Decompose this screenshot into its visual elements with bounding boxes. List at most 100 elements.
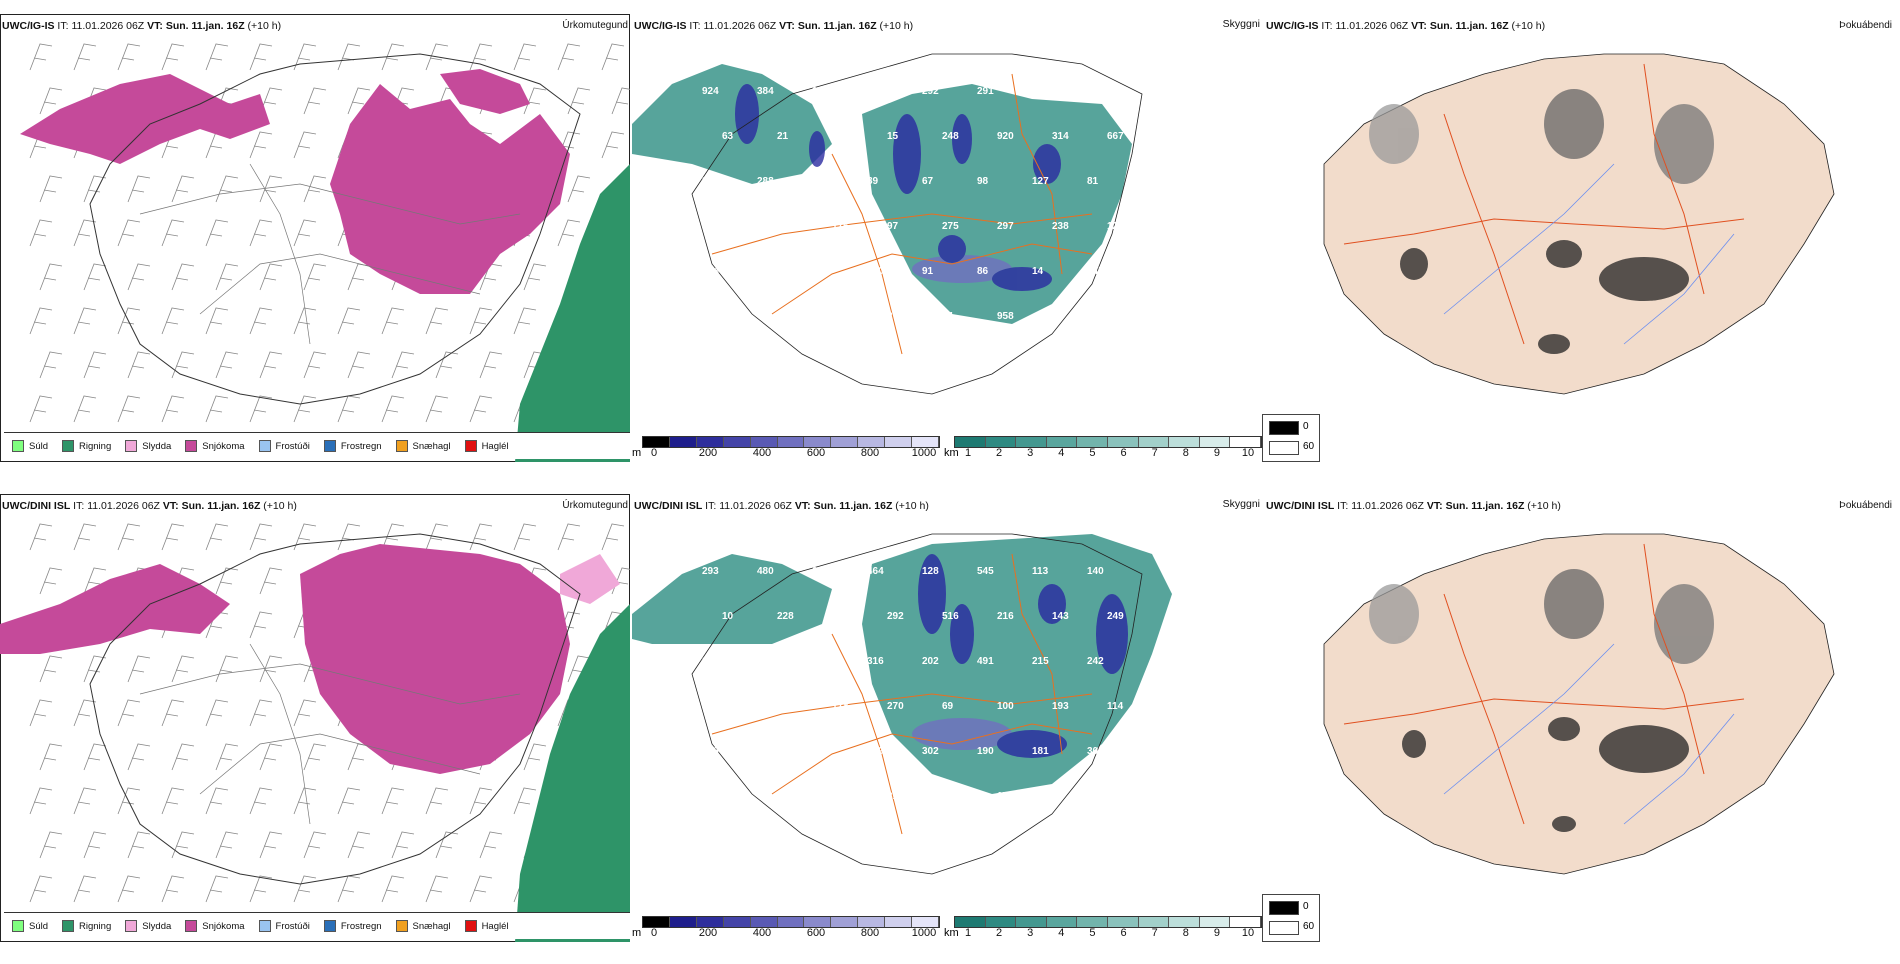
cloud-base-label: 128 bbox=[922, 566, 939, 577]
wind-barb bbox=[347, 831, 371, 859]
wind-barb bbox=[303, 87, 327, 115]
colorbar-cell bbox=[1138, 917, 1170, 927]
rain-area bbox=[515, 164, 630, 462]
legend-snow-hail: Snæhagl bbox=[395, 440, 451, 452]
wind-barb bbox=[127, 831, 151, 859]
panel-title: UWC/IG-IS IT: 11.01.2026 06Z VT: Sun. 11… bbox=[634, 20, 914, 32]
cloud-base-label: 516 bbox=[942, 611, 959, 622]
wind-barb bbox=[347, 351, 371, 379]
wind-barb bbox=[161, 395, 185, 423]
colorbar-cell bbox=[1077, 437, 1108, 447]
cloud-base-label: 248 bbox=[942, 131, 959, 142]
cloud-base-label: 958 bbox=[997, 311, 1014, 322]
precip-type-legend: Súld Rigning Slydda Snjókoma Frostúði Fr… bbox=[4, 432, 630, 459]
colorbar-tick: 5 bbox=[1089, 927, 1096, 939]
wind-barb bbox=[249, 875, 273, 903]
wind-barb bbox=[293, 219, 317, 247]
colorbar-tick: 10 bbox=[1241, 447, 1255, 459]
colorbar-cell bbox=[858, 437, 886, 447]
wind-barb bbox=[381, 395, 405, 423]
colorbar-tick: 1 bbox=[964, 927, 972, 939]
cloud-base-label: 221 bbox=[812, 656, 829, 667]
wind-barb bbox=[117, 875, 141, 903]
colorbar-cell bbox=[643, 437, 670, 447]
cloud-base-label: 178 bbox=[997, 791, 1014, 802]
wind-barb bbox=[469, 43, 493, 71]
cloud-base-label: 89 bbox=[777, 791, 789, 802]
wind-barb bbox=[117, 43, 141, 71]
cloud-base-label: 215 bbox=[1032, 656, 1049, 667]
cloud-base-labels: 293 480 607 464 128 545 113 140 10 228 320 292 516 21… bbox=[702, 566, 1124, 802]
colorbar-cell bbox=[858, 917, 886, 927]
colorbar-tick: 800 bbox=[860, 927, 880, 939]
cloud-base-label: 480 bbox=[757, 566, 774, 577]
wind-barb bbox=[293, 131, 317, 159]
precip-type-legend: Súld Rigning Slydda Snjókoma Frostúði Fr… bbox=[4, 912, 630, 939]
colorbar-ticks: 1 2 3 4 5 6 7 8 9 10 bbox=[944, 927, 1264, 941]
wind-barb bbox=[127, 655, 151, 683]
wind-barb bbox=[29, 43, 53, 71]
hail-swatch-icon bbox=[464, 920, 477, 932]
cloud-base-label: 291 bbox=[977, 86, 994, 97]
colorbar-unit: m bbox=[632, 927, 642, 939]
colorbar-tick: 200 bbox=[698, 447, 718, 459]
wind-barb bbox=[557, 219, 581, 247]
wind-barb bbox=[249, 219, 273, 247]
snow-area-west bbox=[0, 564, 230, 654]
wind-barb bbox=[557, 523, 581, 551]
wind-barb bbox=[39, 743, 63, 771]
colorbar-tick: 1000 bbox=[911, 447, 937, 459]
cloud-base-label: 289 bbox=[832, 311, 849, 322]
visibility-area-west bbox=[632, 554, 832, 644]
iceland-coast bbox=[89, 533, 581, 885]
wind-barb bbox=[161, 43, 185, 71]
wind-barb bbox=[601, 523, 625, 551]
legend-hail: Haglél bbox=[464, 920, 509, 932]
wind-barb bbox=[249, 787, 273, 815]
sleet-area bbox=[560, 554, 620, 604]
fog-legend-label: 60 bbox=[1303, 441, 1315, 452]
legend-label: Frostregn bbox=[340, 920, 382, 932]
colorbar-tick: 400 bbox=[752, 927, 772, 939]
wind-barb bbox=[83, 831, 107, 859]
wind-barb bbox=[479, 831, 503, 859]
panel-title: UWC/DINI ISL IT: 11.01.2026 06Z VT: Sun.… bbox=[634, 500, 929, 512]
wind-barb bbox=[117, 787, 141, 815]
legend-label: Snæhagl bbox=[412, 440, 451, 452]
wind-barb bbox=[523, 263, 547, 291]
wind-barb bbox=[249, 523, 273, 551]
fog-title: Þokuábendi bbox=[1839, 500, 1892, 511]
wind-barb bbox=[161, 875, 185, 903]
wind-barb bbox=[337, 395, 361, 423]
wind-barb bbox=[83, 743, 107, 771]
fog-panel-bottom: UWC/DINI ISL IT: 11.01.2026 06Z VT: Sun.… bbox=[1262, 494, 1896, 964]
fog-legend: 0 60 bbox=[1262, 414, 1320, 462]
wind-barb bbox=[347, 263, 371, 291]
wind-barb bbox=[259, 175, 283, 203]
wind-barb bbox=[215, 743, 239, 771]
snow-hail-swatch-icon bbox=[395, 920, 408, 932]
colorbar-cell bbox=[1169, 437, 1200, 447]
cloud-base-label: 140 bbox=[1087, 566, 1104, 577]
cloud-base-label: 140 bbox=[722, 221, 739, 232]
drizzle-swatch-icon bbox=[12, 440, 24, 452]
cloud-map: 924 384 11 747 292 291 278 92 63 21 192 15 248 920 314… bbox=[632, 53, 1143, 395]
wind-barb bbox=[391, 351, 415, 379]
cloud-base-label: 132 bbox=[812, 746, 829, 757]
wind-barb bbox=[469, 787, 493, 815]
iceland-coast bbox=[691, 533, 1143, 875]
wind-barb bbox=[83, 175, 107, 203]
wind-barb bbox=[435, 831, 459, 859]
wind-barb bbox=[391, 831, 415, 859]
legend-label: Haglél bbox=[481, 920, 509, 932]
wind-barb bbox=[293, 523, 317, 551]
cloud-base-label: 114 bbox=[1107, 701, 1124, 712]
cloud-base-label: 97 bbox=[887, 221, 899, 232]
colorbar-cell bbox=[1107, 917, 1139, 927]
wind-barb bbox=[259, 263, 283, 291]
cloud-base-label: 124 bbox=[1107, 221, 1124, 232]
wind-barb bbox=[293, 395, 317, 423]
colorbar-cell bbox=[1169, 917, 1200, 927]
wind-barb bbox=[425, 307, 449, 335]
legend-label: Snæhagl bbox=[412, 920, 451, 932]
